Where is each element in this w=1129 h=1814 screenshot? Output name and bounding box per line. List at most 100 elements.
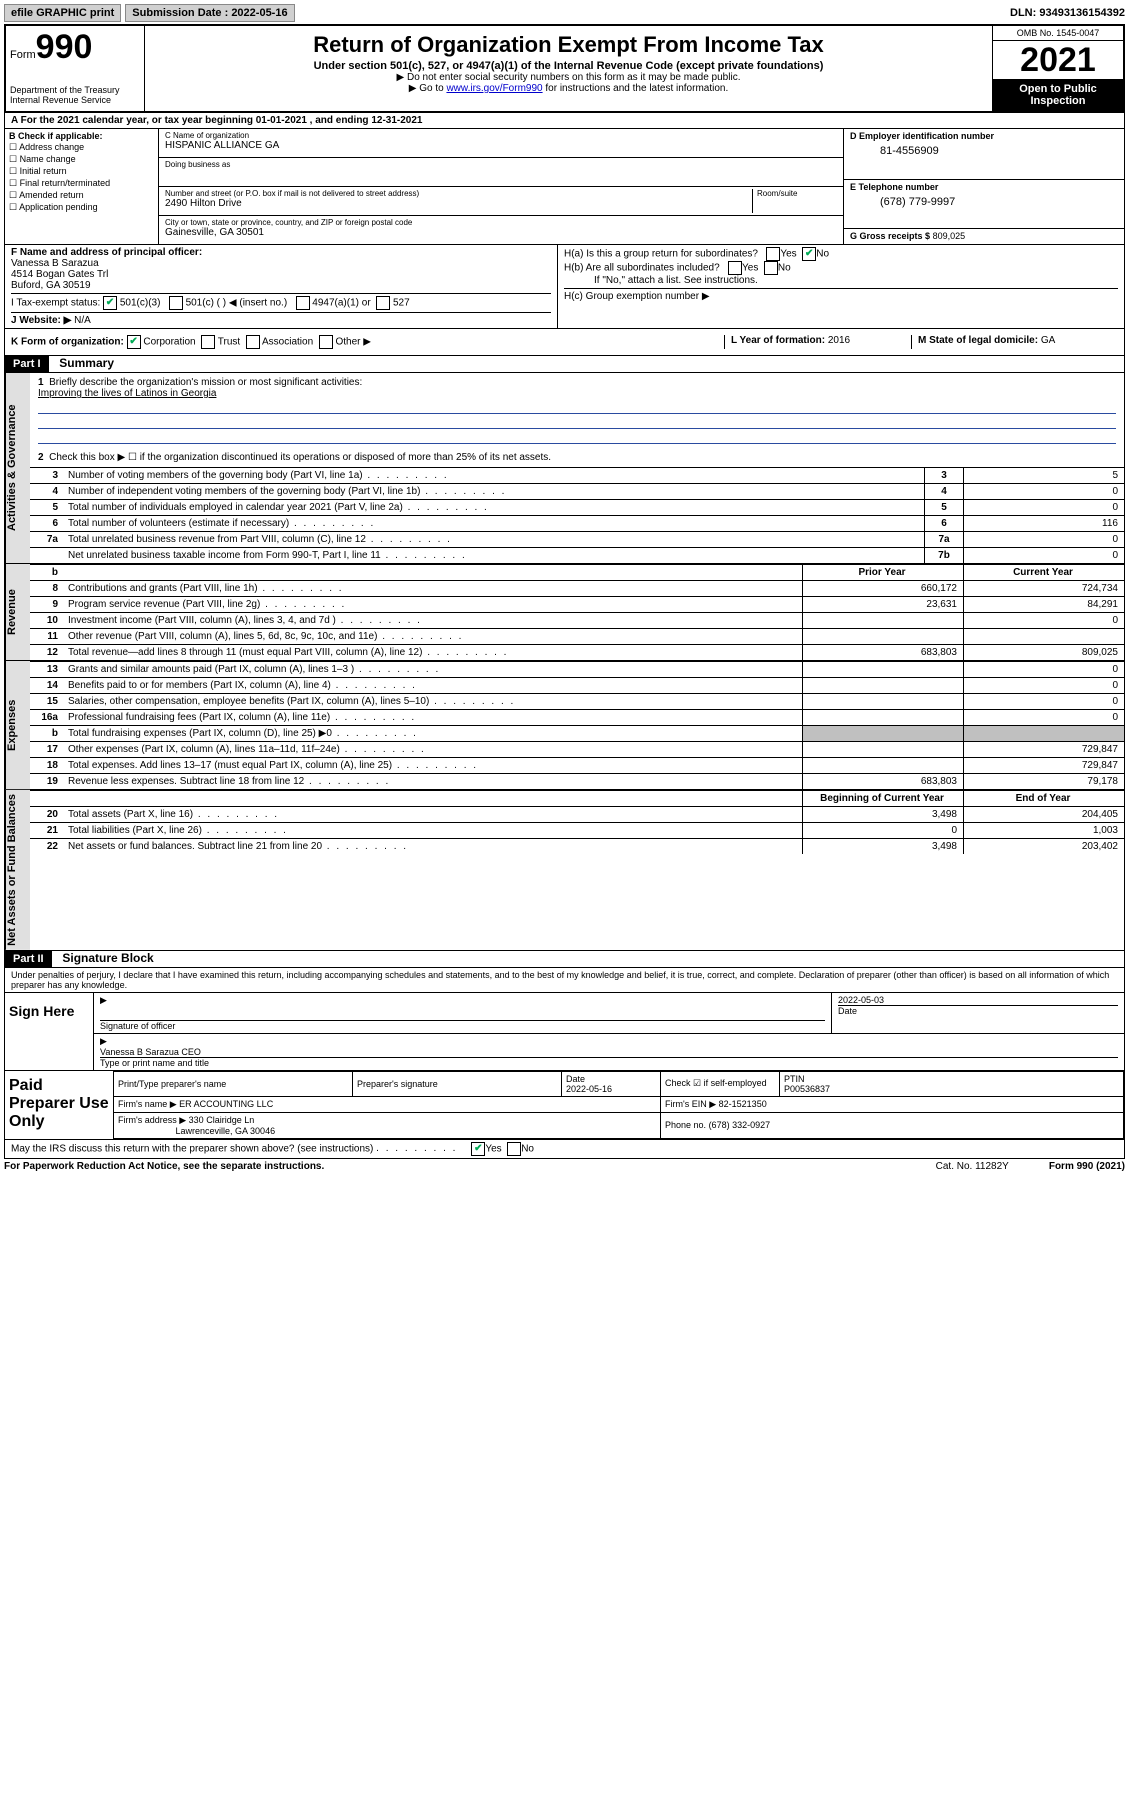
ein-value: 81-4556909	[850, 141, 1118, 157]
chk-hb-yes[interactable]	[728, 261, 742, 275]
table-row: 6Total number of volunteers (estimate if…	[30, 516, 1124, 532]
part2-badge: Part II	[5, 951, 52, 967]
sig-date-label: Date	[838, 1005, 1118, 1016]
chk-irs-no[interactable]	[507, 1142, 521, 1156]
opt-other: Other ▶	[335, 337, 370, 348]
part2-title: Signature Block	[54, 951, 153, 965]
perjury-declaration: Under penalties of perjury, I declare th…	[5, 968, 1124, 992]
chk-ha-no[interactable]: ✔	[802, 247, 816, 261]
footer-catno: Cat. No. 11282Y	[896, 1161, 1049, 1172]
mission-block: 1 Briefly describe the organization's mi…	[30, 373, 1124, 467]
gross-label: G Gross receipts $	[850, 231, 930, 241]
dba-label: Doing business as	[165, 160, 837, 169]
opt-corp: Corporation	[143, 337, 195, 348]
irs-yes: Yes	[485, 1143, 501, 1154]
table-row: Net unrelated business taxable income fr…	[30, 548, 1124, 564]
efile-print-button[interactable]: efile GRAPHIC print	[4, 4, 121, 22]
table-row: bTotal fundraising expenses (Part IX, co…	[30, 726, 1124, 742]
domicile-label: M State of legal domicile:	[918, 335, 1038, 346]
side-tab-governance: Activities & Governance	[5, 373, 30, 563]
form-title: Return of Organization Exempt From Incom…	[149, 32, 988, 58]
officer-name-title: Vanessa B Sarazua CEO	[100, 1047, 1118, 1057]
chk-assoc[interactable]	[246, 335, 260, 349]
sec-f-label: F Name and address of principal officer:	[11, 247, 551, 258]
ptin-value: P00536837	[784, 1084, 830, 1094]
sig-officer-line[interactable]: Signature of officer	[100, 1020, 825, 1031]
chk-app-pending[interactable]: ☐ Application pending	[9, 202, 154, 213]
section-c-orginfo: C Name of organization HISPANIC ALLIANCE…	[159, 129, 843, 244]
chk-527[interactable]	[376, 296, 390, 310]
table-row: 18Total expenses. Add lines 13–17 (must …	[30, 758, 1124, 774]
firm-name-label: Firm's name ▶	[118, 1099, 177, 1109]
form-note1: ▶ Do not enter social security numbers o…	[149, 72, 988, 83]
chk-4947[interactable]	[296, 296, 310, 310]
table-row: 17Other expenses (Part IX, column (A), l…	[30, 742, 1124, 758]
part1-revenue: Revenue b Prior Year Current Year 8Contr…	[4, 564, 1125, 661]
dept-label: Department of the Treasury Internal Reve…	[10, 85, 140, 105]
officer-addr1: 4514 Bogan Gates Trl	[11, 269, 551, 280]
sec-ha: H(a) Is this a group return for subordin…	[564, 247, 1118, 261]
chk-final-return[interactable]: ☐ Final return/terminated	[9, 178, 154, 189]
dln-label: DLN: 93493136154392	[1010, 7, 1125, 19]
sec-h-note: If "No," attach a list. See instructions…	[564, 275, 1118, 286]
paid-preparer-label: Paid Preparer Use Only	[5, 1071, 113, 1139]
ein-label: D Employer identification number	[850, 131, 1118, 141]
form-prefix: Form	[10, 49, 36, 61]
chk-ha-yes[interactable]	[766, 247, 780, 261]
col-prior-year: Prior Year	[803, 565, 964, 581]
sign-here-label: Sign Here	[5, 993, 93, 1070]
org-name-label: C Name of organization	[165, 131, 837, 140]
firm-addr2: Lawrenceville, GA 30046	[176, 1126, 276, 1136]
section-a-taxyear: A For the 2021 calendar year, or tax yea…	[4, 113, 1125, 129]
top-bar: efile GRAPHIC print Submission Date : 20…	[4, 4, 1125, 22]
addr-label: Number and street (or P.O. box if mail i…	[165, 189, 752, 198]
check-self-employed[interactable]: Check ☑ if self-employed	[661, 1071, 780, 1096]
part1-header-row: Part I Summary	[4, 356, 1125, 373]
header-right: OMB No. 1545-0047 2021 Open to Public In…	[992, 26, 1123, 111]
firm-phone-label: Phone no.	[665, 1120, 706, 1130]
chk-other[interactable]	[319, 335, 333, 349]
gross-value: 809,025	[933, 231, 966, 241]
sec-b-header: B Check if applicable:	[9, 131, 103, 141]
section-klm: K Form of organization: ✔ Corporation Tr…	[4, 329, 1125, 356]
year-formation: 2016	[828, 335, 850, 346]
side-tab-revenue: Revenue	[5, 564, 30, 660]
table-row: 20Total assets (Part X, line 16)3,498204…	[30, 807, 1124, 823]
ptin-label: PTIN	[784, 1074, 805, 1084]
mission-text: Improving the lives of Latinos in Georgi…	[38, 388, 216, 399]
opt-assoc: Association	[262, 337, 313, 348]
signature-block: Under penalties of perjury, I declare th…	[4, 968, 1125, 1159]
officer-addr2: Buford, GA 30519	[11, 280, 551, 291]
table-row: 21Total liabilities (Part X, line 26)01,…	[30, 823, 1124, 839]
may-irs-text: May the IRS discuss this return with the…	[11, 1143, 373, 1154]
header-left: Form990 Department of the Treasury Inter…	[6, 26, 145, 111]
chk-initial-return[interactable]: ☐ Initial return	[9, 166, 154, 177]
chk-amended[interactable]: ☐ Amended return	[9, 190, 154, 201]
sig-date-value: 2022-05-03	[838, 995, 1118, 1005]
firm-addr1: 330 Clairidge Ln	[189, 1115, 255, 1125]
pt-name-label: Print/Type preparer's name	[114, 1071, 353, 1096]
chk-address-change[interactable]: ☐ Address change	[9, 142, 154, 153]
year-formation-label: L Year of formation:	[731, 335, 825, 346]
chk-501c[interactable]	[169, 296, 183, 310]
tax-exempt-label: I Tax-exempt status:	[11, 298, 100, 309]
chk-name-change[interactable]: ☐ Name change	[9, 154, 154, 165]
chk-corp[interactable]: ✔	[127, 335, 141, 349]
header-middle: Return of Organization Exempt From Incom…	[145, 26, 992, 111]
part1-expenses: Expenses 13Grants and similar amounts pa…	[4, 661, 1125, 790]
entity-info-grid: B Check if applicable: ☐ Address change …	[4, 129, 1125, 245]
firm-name: ER ACCOUNTING LLC	[179, 1099, 273, 1109]
firm-ein-label: Firm's EIN ▶	[665, 1099, 716, 1109]
opt-4947: 4947(a)(1) or	[312, 298, 370, 309]
part1-badge: Part I	[5, 356, 49, 372]
city-label: City or town, state or province, country…	[165, 218, 837, 227]
chk-501c3[interactable]: ✔	[103, 296, 117, 310]
footer-formref: Form 990 (2021)	[1049, 1161, 1125, 1172]
chk-hb-no[interactable]	[764, 261, 778, 275]
irs-link[interactable]: www.irs.gov/Form990	[446, 83, 542, 94]
chk-irs-yes[interactable]: ✔	[471, 1142, 485, 1156]
part2-header-row: Part II Signature Block	[4, 951, 1125, 968]
section-d-ein: D Employer identification number 81-4556…	[843, 129, 1124, 244]
table-row: 9Program service revenue (Part VIII, lin…	[30, 597, 1124, 613]
chk-trust[interactable]	[201, 335, 215, 349]
